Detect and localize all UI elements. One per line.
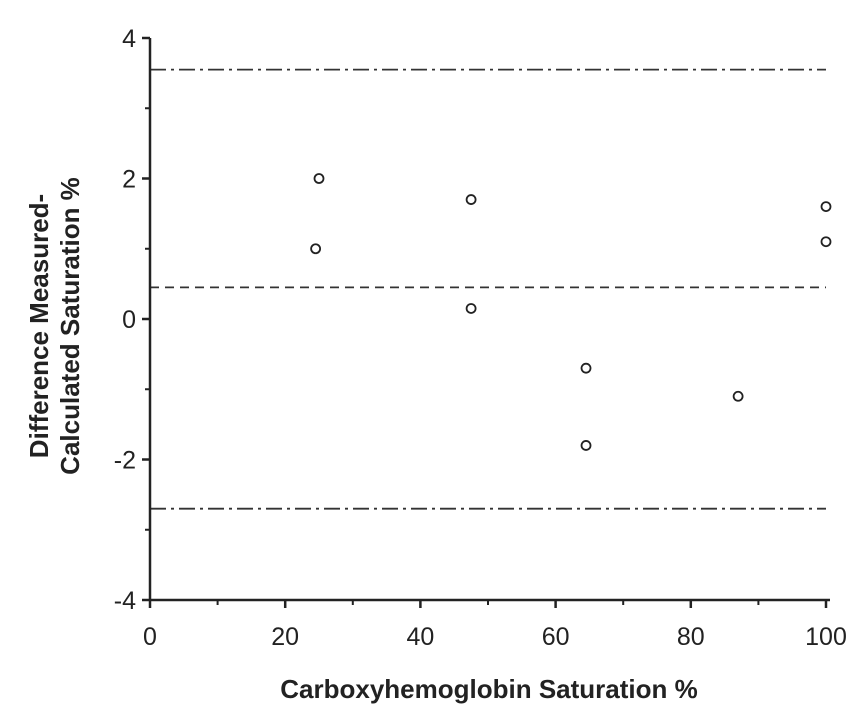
x-tick-label: 0 [143, 623, 157, 651]
y-axis-title: Difference Measured- Calculated Saturati… [24, 177, 85, 475]
data-point [465, 303, 477, 314]
y-tick-label: -2 [114, 447, 136, 475]
x-tick-label: 100 [805, 623, 847, 651]
tick-labels: 0 20 40 60 80 100 -4 -2 0 2 4 [114, 25, 847, 651]
x-tick-label: 40 [406, 623, 434, 651]
y-tick-label: 2 [122, 166, 136, 194]
x-tick-label: 20 [271, 623, 299, 651]
reference-lines [150, 68, 826, 510]
y-tick-label: -4 [114, 587, 136, 615]
x-tick-label: 80 [677, 623, 705, 651]
y-axis-title-line-1: Difference Measured- [24, 194, 54, 458]
x-axis-title: Carboxyhemoglobin Saturation % [280, 674, 698, 704]
data-point [820, 236, 832, 248]
data-points [310, 173, 832, 451]
data-point [732, 390, 744, 402]
y-tick-label: 0 [122, 306, 136, 334]
data-point [313, 173, 325, 184]
data-point [820, 201, 832, 213]
y-axis-title-line-2: Calculated Saturation % [55, 177, 85, 475]
data-point [465, 194, 477, 205]
axes [142, 36, 830, 608]
data-point [580, 362, 592, 374]
data-point [310, 243, 322, 255]
y-tick-label: 4 [122, 25, 136, 53]
data-point [580, 440, 592, 451]
x-tick-label: 60 [542, 623, 570, 651]
